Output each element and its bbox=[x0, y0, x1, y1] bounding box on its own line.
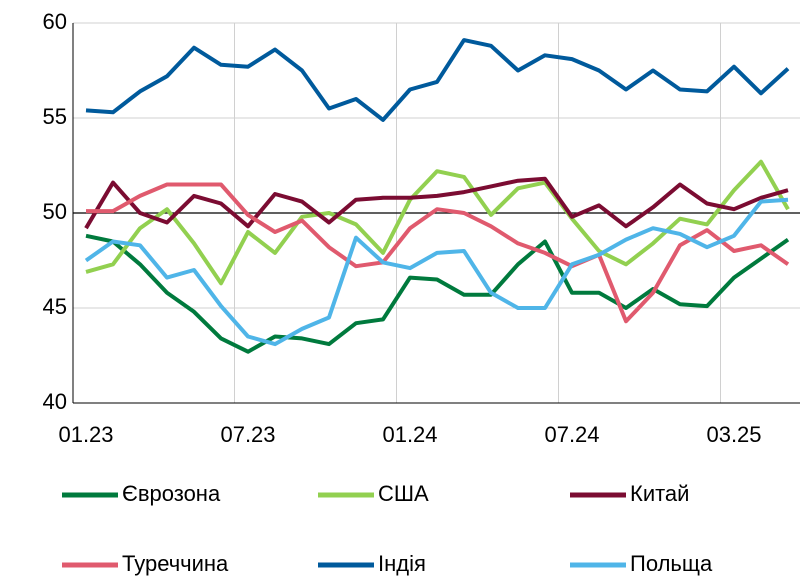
x-tick-label: 07.24 bbox=[544, 422, 599, 447]
y-tick-label: 45 bbox=[43, 294, 67, 319]
y-tick-label: 40 bbox=[43, 389, 67, 414]
y-tick-label: 55 bbox=[43, 104, 67, 129]
legend-label: США bbox=[378, 481, 429, 506]
legend-label: Єврозона bbox=[122, 481, 221, 506]
x-tick-label: 01.23 bbox=[58, 422, 113, 447]
line-series bbox=[85, 159, 790, 286]
x-tick-label: 07.23 bbox=[220, 422, 275, 447]
x-tick-label: 01.24 bbox=[382, 422, 437, 447]
line-series bbox=[85, 38, 790, 122]
line-series bbox=[84, 197, 789, 347]
legend-label: Китай bbox=[630, 481, 689, 506]
line-series bbox=[86, 182, 790, 324]
line-series bbox=[84, 176, 789, 230]
y-tick-label: 50 bbox=[43, 199, 67, 224]
line-series bbox=[85, 233, 790, 354]
x-tick-label: 03.25 bbox=[706, 422, 761, 447]
legend-label: Індія bbox=[378, 551, 426, 576]
legend-label: Туреччина bbox=[122, 551, 229, 576]
y-tick-label: 60 bbox=[43, 9, 67, 34]
legend-label: Польща bbox=[630, 551, 713, 576]
